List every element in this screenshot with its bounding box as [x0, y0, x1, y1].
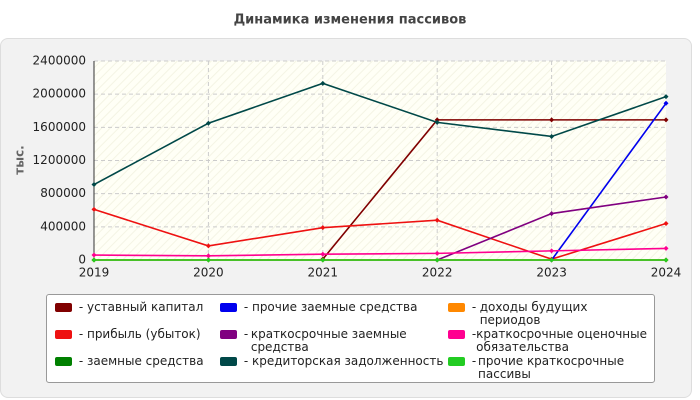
chart: Динамика изменения пассивов тыс. 0 400000…: [13, 13, 682, 280]
legend-label: краткосрочные оценочные обязательства: [476, 327, 647, 354]
y-axis-label: тыс.: [13, 145, 27, 174]
legend-dash: -: [240, 327, 249, 354]
legend-swatch: [448, 357, 465, 366]
legend-label: доходы будущих периодов: [479, 300, 588, 327]
legend-swatch: [220, 357, 237, 366]
y-tick-label: 2400000: [33, 54, 86, 68]
point: [91, 182, 97, 188]
legend-dash: -: [468, 300, 477, 327]
legend-dash: -: [240, 354, 252, 368]
point: [91, 257, 97, 263]
y-tick-label: 0: [78, 253, 86, 267]
y-tick-label: 800000: [40, 186, 86, 200]
point: [434, 250, 440, 256]
x-tick-label: 2019: [79, 266, 110, 280]
point: [205, 253, 211, 259]
series-line: [93, 82, 667, 186]
legend-item: - кредиторская задолженность: [220, 355, 448, 381]
point: [663, 194, 669, 200]
point: [434, 119, 440, 125]
point: [663, 117, 669, 123]
legend-item: - краткосрочные заемные средства: [220, 328, 448, 354]
y-tick-label: 1200000: [33, 153, 86, 167]
point: [434, 217, 440, 223]
point: [91, 206, 97, 212]
point: [663, 245, 669, 251]
x-tick-label: 2022: [422, 266, 453, 280]
legend-item: - доходы будущих периодов: [448, 301, 648, 327]
point: [320, 225, 326, 231]
legend-item: - прочие заемные средства: [220, 301, 448, 327]
chart-title: Динамика изменения пассивов: [234, 13, 467, 28]
x-tick-label: 2024: [651, 266, 682, 280]
point: [434, 257, 440, 263]
legend-swatch: [448, 303, 465, 312]
series-line: [93, 208, 667, 261]
legend-dash: -: [468, 327, 477, 354]
series-line: [93, 247, 667, 257]
series-line: [322, 119, 666, 260]
series-line: [550, 102, 667, 261]
point: [663, 221, 669, 227]
legend-label: уставный капитал: [86, 300, 204, 314]
legend-label: прочие заемные средства: [251, 300, 418, 314]
legend-item: - краткосрочные оценочные обязательства: [448, 328, 648, 354]
x-tick-label: 2020: [193, 266, 224, 280]
legend-dash: -: [75, 354, 87, 368]
legend-dash: -: [468, 354, 477, 381]
legend-swatch: [55, 330, 72, 339]
legend-swatch: [55, 357, 72, 366]
x-tick-label: 2023: [536, 266, 567, 280]
point: [663, 100, 669, 106]
legend-label: прочие краткосрочные пассивы: [478, 354, 625, 381]
legend-item: - уставный капитал: [55, 301, 220, 327]
point: [205, 243, 211, 249]
legend-label: краткосрочные заемные средства: [250, 327, 407, 354]
legend-dash: -: [75, 300, 87, 314]
legend-label: заемные средства: [86, 354, 204, 368]
legend-dash: -: [75, 327, 87, 341]
point: [320, 251, 326, 257]
legend-item: - прибыль (убыток): [55, 328, 220, 354]
y-tick-label: 400000: [40, 219, 86, 233]
point: [549, 248, 555, 254]
point: [205, 257, 211, 263]
point: [320, 80, 326, 86]
point: [91, 252, 97, 258]
point: [205, 120, 211, 126]
point: [320, 257, 326, 263]
legend: - уставный капитал - прибыль (убыток) - …: [46, 294, 655, 383]
point: [549, 133, 555, 139]
point: [663, 94, 669, 100]
legend-swatch: [220, 330, 237, 339]
legend-dash: -: [240, 300, 252, 314]
legend-swatch: [220, 303, 237, 312]
legend-swatch: [448, 330, 465, 339]
legend-label: кредиторская задолженность: [251, 354, 444, 368]
y-tick-label: 2000000: [33, 87, 86, 101]
x-tick-label: 2021: [308, 266, 339, 280]
legend-item: - заемные средства: [55, 355, 220, 381]
legend-item: - прочие краткосрочные пассивы: [448, 355, 648, 381]
point: [549, 211, 555, 217]
point: [549, 117, 555, 123]
point: [549, 257, 555, 263]
legend-swatch: [55, 303, 72, 312]
legend-label: прибыль (убыток): [86, 327, 201, 341]
point: [663, 257, 669, 263]
y-tick-label: 1600000: [33, 120, 86, 134]
